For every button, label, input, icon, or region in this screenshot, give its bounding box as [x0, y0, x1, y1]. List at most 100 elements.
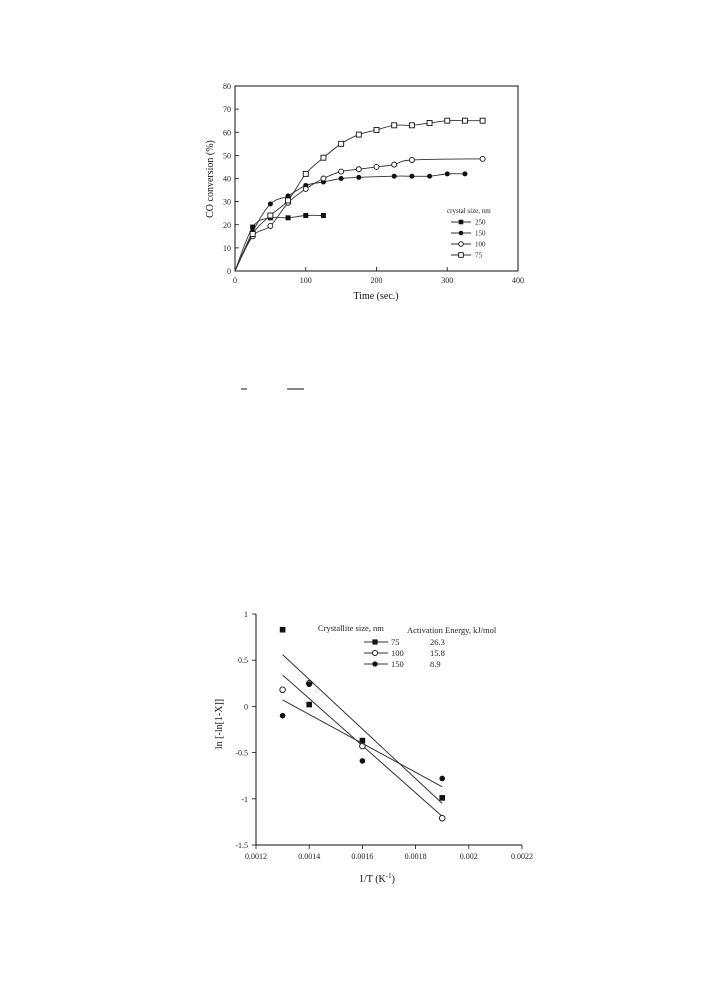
series-150-point: [306, 681, 313, 688]
legend-label: 250: [475, 219, 486, 227]
series-75-point: [306, 701, 312, 708]
series-75-point: [439, 795, 445, 801]
x-tick-label: 0.0018: [405, 852, 427, 861]
x-tick-label: 100: [300, 276, 312, 285]
y-tick-label: 80: [223, 82, 231, 91]
series-75-point: [444, 117, 451, 124]
x-tick-label: 400: [512, 276, 524, 285]
y-tick-label: 30: [223, 198, 231, 207]
x-tick-label: 200: [371, 276, 383, 285]
y-tick-label: 0.5: [238, 656, 248, 665]
y-tick-label: 10: [223, 244, 231, 253]
series-100-point: [391, 161, 398, 168]
y-tick-label: 40: [223, 175, 231, 184]
series-75-point: [461, 117, 468, 124]
series-100-point: [320, 175, 327, 182]
legend-marker: [458, 230, 464, 236]
y-tick-label: -1.5: [235, 841, 248, 850]
series-150-point: [462, 171, 468, 177]
series-100-point: [355, 166, 362, 173]
series-75-point: [285, 197, 292, 204]
series-150-point: [444, 171, 450, 177]
x-tick-label: 0.0016: [351, 852, 373, 861]
series-75-point: [320, 154, 327, 161]
series-75-point: [426, 120, 433, 126]
series-75-fit-line: [282, 654, 443, 804]
legend-marker: [372, 661, 378, 667]
series-75-point: [479, 117, 486, 124]
legend-marker: [458, 252, 464, 258]
series-75-point: [302, 170, 309, 177]
arrhenius-chart: 0.0012 0.0014 0.0016 0.0018 0.002 0.0022 1 0.5 0…: [214, 610, 533, 885]
series-150-fit-line: [282, 699, 443, 788]
series-150-point: [338, 176, 344, 181]
legend-label: 100: [475, 241, 486, 249]
legend-title: Crystallite size, nm: [318, 623, 384, 633]
legend-energy-value: 26.3: [430, 637, 445, 647]
legend: Crystallite size, nm Activation Energy, …: [318, 623, 497, 669]
legend-marker: [371, 649, 379, 657]
y-tick-label: 60: [223, 128, 231, 137]
y-tick-label: 70: [223, 105, 231, 114]
series-150-line: [234, 173, 465, 272]
series-75-point: [338, 140, 345, 147]
legend-title: crystal size, nm: [447, 207, 491, 215]
legend-energy-value: 15.8: [430, 648, 445, 658]
y-tick-label: 0: [227, 267, 231, 276]
series-100-point: [479, 155, 486, 162]
series-100-point: [267, 222, 274, 229]
legend-label: 100: [391, 648, 404, 658]
series-150-point: [427, 173, 433, 179]
legend-label: 75: [475, 252, 483, 260]
x-tick-label: 0.002: [460, 852, 478, 861]
series-150-point: [409, 173, 415, 179]
y-tick-label: -0.5: [235, 749, 248, 758]
series-100-point: [302, 185, 309, 192]
legend-marker: [458, 241, 464, 247]
legend-label: 150: [475, 230, 486, 238]
x-tick-label: 0: [233, 276, 237, 285]
y-tick-label: 1: [244, 610, 248, 619]
y-tick-label: 50: [223, 151, 231, 160]
series-75-point: [249, 231, 256, 237]
x-tick-label: 0.0014: [298, 852, 320, 861]
series-75-point: [391, 122, 398, 129]
x-tick-label: 300: [441, 276, 453, 285]
y-axis-label: CO conversion (%): [205, 140, 216, 218]
series-150-point: [279, 712, 286, 719]
series-75-point: [373, 126, 380, 133]
series-75-point: [359, 737, 366, 744]
series-150-point: [285, 193, 291, 199]
series-250-point: [303, 213, 309, 218]
legend: crystal size, nm 250 150 100 75: [447, 207, 491, 260]
series-150-point: [267, 201, 273, 207]
x-axis-label: 1/T (K-1): [359, 872, 395, 885]
y-axis-label: ln [-ln[1-X]]: [214, 699, 225, 749]
series-150-point: [391, 173, 397, 179]
x-axis-label: Time (sec.): [353, 291, 398, 302]
y-tick-label: 20: [223, 221, 231, 230]
legend-marker: [372, 639, 378, 645]
x-tick-label: 0.0012: [245, 852, 267, 861]
legend-energy-title: Activation Energy, kJ/mol: [407, 625, 497, 635]
series-100-point: [338, 168, 345, 175]
legend-label: 150: [391, 659, 404, 669]
legend-energy-value: 8.9: [430, 659, 441, 669]
x-tick-label: 0.0022: [511, 852, 533, 861]
series-100-point: [279, 686, 286, 694]
legend-marker: [458, 219, 464, 225]
series-100-point: [438, 814, 446, 822]
series-150-point: [359, 758, 366, 764]
series-150-point: [439, 775, 446, 782]
series-100-point: [373, 163, 380, 170]
co-conversion-chart: 0 100 200 300 400 0 10 20 30 40 50 60 70 80 Time (sec…: [205, 82, 524, 302]
series-75-point: [355, 131, 362, 138]
series-100-point: [408, 157, 415, 163]
series-250-point: [285, 215, 291, 221]
y-tick-label: 0: [244, 702, 248, 711]
series-250-point: [250, 224, 256, 230]
series-75-point: [267, 212, 274, 219]
legend-label: 75: [391, 637, 400, 647]
series-250-point: [320, 213, 326, 218]
